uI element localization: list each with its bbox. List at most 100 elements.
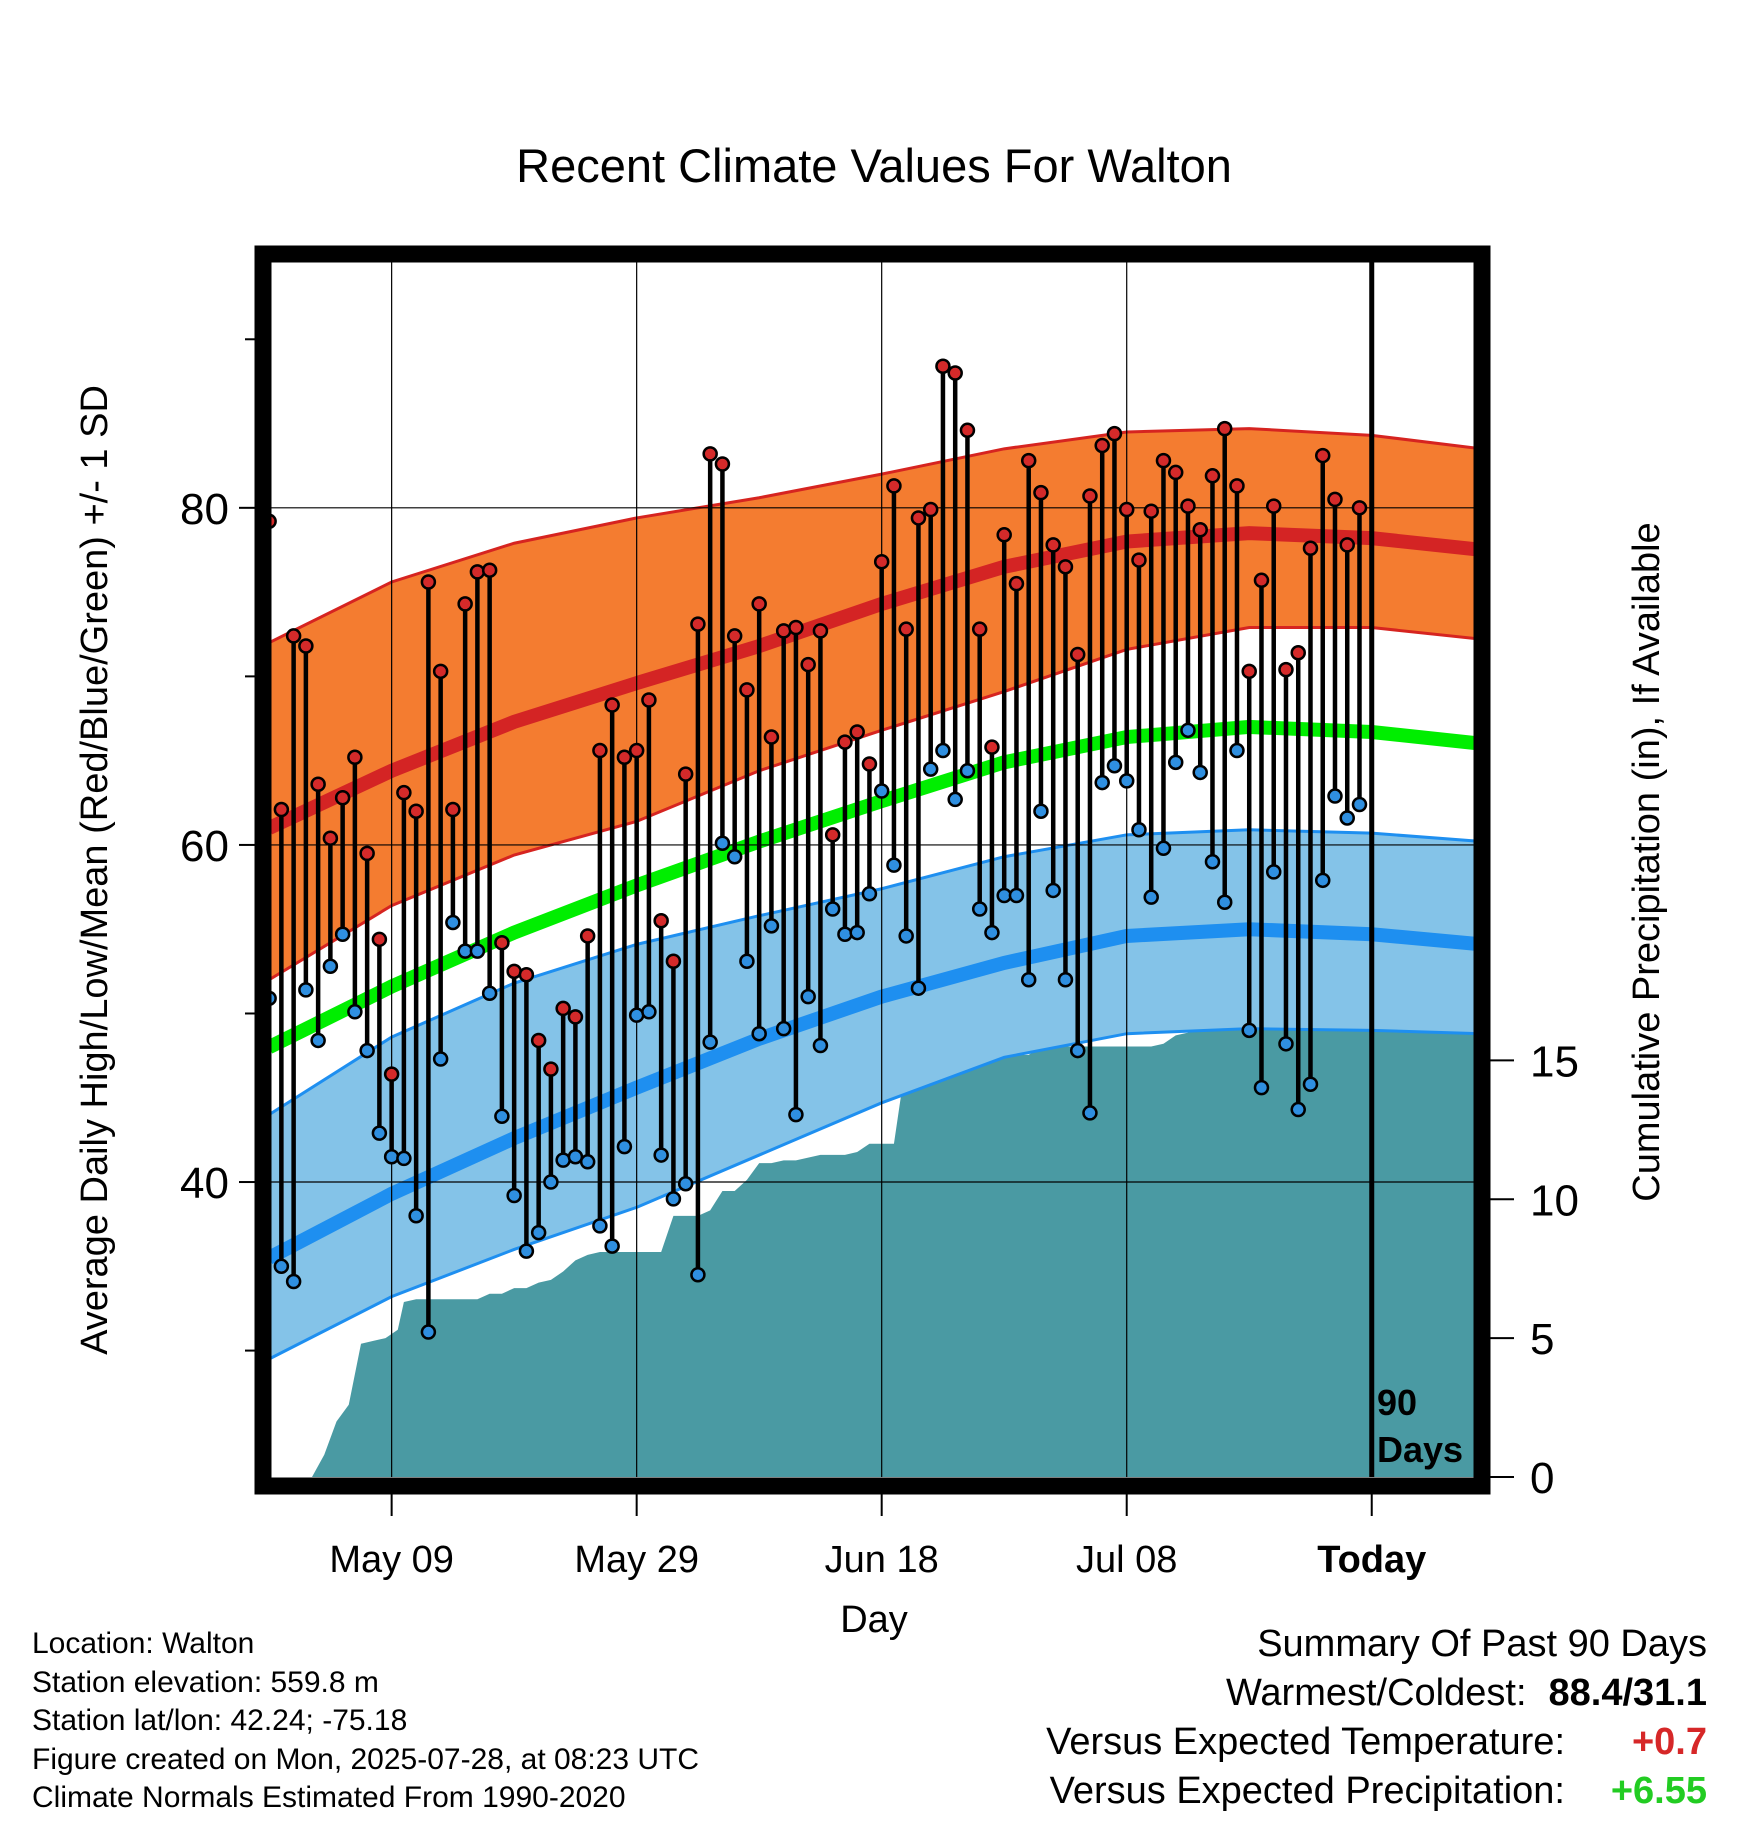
daily-low-point xyxy=(714,835,731,851)
daily-low-point xyxy=(1008,887,1025,904)
daily-high-point xyxy=(910,510,927,526)
summary-precip: Versus Expected Precipitation: +6.55 xyxy=(1046,1767,1707,1816)
daily-low-point xyxy=(494,1108,510,1125)
daily-low-point xyxy=(947,791,963,808)
daily-high-point xyxy=(1143,503,1159,519)
daily-low-point xyxy=(1229,742,1245,759)
daily-low-point xyxy=(334,926,351,943)
daily-high-point xyxy=(1045,537,1061,553)
daily-low-point xyxy=(1167,754,1184,771)
daily-high-point xyxy=(530,1032,547,1049)
x-tick-label: May 29 xyxy=(574,1539,699,1581)
daily-high-point xyxy=(677,766,694,782)
daily-high-point xyxy=(334,789,351,806)
daily-high-point xyxy=(824,827,841,843)
cumulative-precip-area xyxy=(312,949,1482,1477)
daily-high-point xyxy=(432,663,449,680)
daily-high-point xyxy=(592,742,608,759)
y2-tick-label: 15 xyxy=(1530,1037,1579,1086)
daily-high-point xyxy=(763,729,780,745)
daily-low-point xyxy=(1155,840,1172,857)
daily-low-point xyxy=(775,1020,792,1037)
daily-high-point xyxy=(518,966,535,983)
daily-low-point xyxy=(886,857,902,873)
daily-high-point xyxy=(1351,500,1368,516)
daily-low-point xyxy=(579,1154,596,1170)
daily-low-point xyxy=(371,1125,388,1141)
daily-high-point xyxy=(886,478,902,494)
daily-low-point xyxy=(310,1032,326,1049)
daily-low-point xyxy=(383,1149,400,1165)
daily-low-point xyxy=(592,1218,608,1234)
daily-low-point xyxy=(1253,1079,1270,1096)
daily-low-point xyxy=(1241,1022,1257,1039)
precip-value: +6.55 xyxy=(1610,1770,1707,1812)
daily-low-point xyxy=(1033,803,1049,819)
daily-high-point xyxy=(1302,540,1319,557)
daily-high-point xyxy=(1278,661,1294,678)
daily-low-point xyxy=(873,783,890,799)
daily-high-point xyxy=(1192,521,1208,538)
daily-low-point xyxy=(322,958,339,975)
daily-high-point xyxy=(959,422,976,439)
today-days-count: 90 xyxy=(1377,1382,1417,1423)
y-tick-label: 60 xyxy=(180,822,229,871)
daily-high-point xyxy=(898,621,914,637)
daily-high-point xyxy=(1094,437,1110,454)
daily-low-point xyxy=(1106,757,1123,774)
daily-low-point xyxy=(1094,774,1110,791)
daily-low-point xyxy=(616,1138,633,1155)
daily-low-point xyxy=(628,1007,645,1023)
daily-high-point xyxy=(494,934,510,951)
daily-high-point xyxy=(408,803,424,819)
daily-high-point xyxy=(1265,498,1282,514)
daily-high-point xyxy=(1339,537,1355,553)
daily-low-point xyxy=(1118,773,1135,789)
daily-low-point xyxy=(518,1243,535,1259)
daily-high-point xyxy=(726,628,743,644)
daily-low-point xyxy=(1082,1105,1098,1121)
x-tick-label: Today xyxy=(1317,1539,1426,1581)
daily-high-point xyxy=(739,682,755,698)
y-axis-label: Average Daily High/Low/Mean (Red/Blue/Gr… xyxy=(74,385,116,1355)
daily-high-point xyxy=(1008,575,1025,592)
daily-high-point xyxy=(445,801,461,818)
daily-low-point xyxy=(751,1025,767,1042)
daily-low-point xyxy=(1351,796,1368,813)
daily-high-point xyxy=(714,456,731,472)
daily-low-point xyxy=(800,988,816,1005)
normal-high-sd-band xyxy=(269,428,1482,980)
daily-high-point xyxy=(457,596,473,612)
summary-warm-cold: Warmest/Coldest: 88.4/31.1 xyxy=(1046,1669,1707,1718)
daily-low-point xyxy=(1314,872,1331,889)
daily-high-point xyxy=(1253,572,1270,589)
warm-cold-label: Warmest/Coldest: xyxy=(1225,1672,1527,1714)
daily-high-point xyxy=(1106,425,1123,442)
daily-high-point xyxy=(837,734,853,750)
daily-low-point xyxy=(1216,894,1233,910)
axes: 40 60 80 0 5 10 15 May 09 May 29 Jun 18 Jul 08 Toda… xyxy=(180,338,1579,1581)
daily-high-point xyxy=(702,446,718,462)
daily-low-point xyxy=(555,1152,571,1168)
daily-low-point xyxy=(690,1266,706,1283)
daily-high-point xyxy=(922,501,939,518)
daily-low-point xyxy=(739,953,755,969)
daily-high-point xyxy=(469,564,486,580)
daily-low-point xyxy=(1339,810,1355,826)
temp-value: +0.7 xyxy=(1631,1721,1707,1763)
plot-area xyxy=(263,255,1482,1477)
daily-low-point xyxy=(396,1150,412,1167)
daily-high-point xyxy=(849,724,865,740)
daily-low-point xyxy=(935,742,951,759)
daily-high-point xyxy=(1241,663,1257,680)
daily-low-point xyxy=(469,943,486,959)
daily-low-point xyxy=(1204,854,1221,870)
daily-low-point xyxy=(543,1174,559,1190)
summary-title: Summary Of Past 90 Days xyxy=(1257,1623,1707,1665)
daily-low-point xyxy=(1290,1101,1306,1118)
daily-high-point xyxy=(285,628,302,644)
daily-high-point xyxy=(1314,447,1331,464)
daily-high-point xyxy=(481,562,498,578)
daily-low-point xyxy=(1278,1036,1294,1052)
